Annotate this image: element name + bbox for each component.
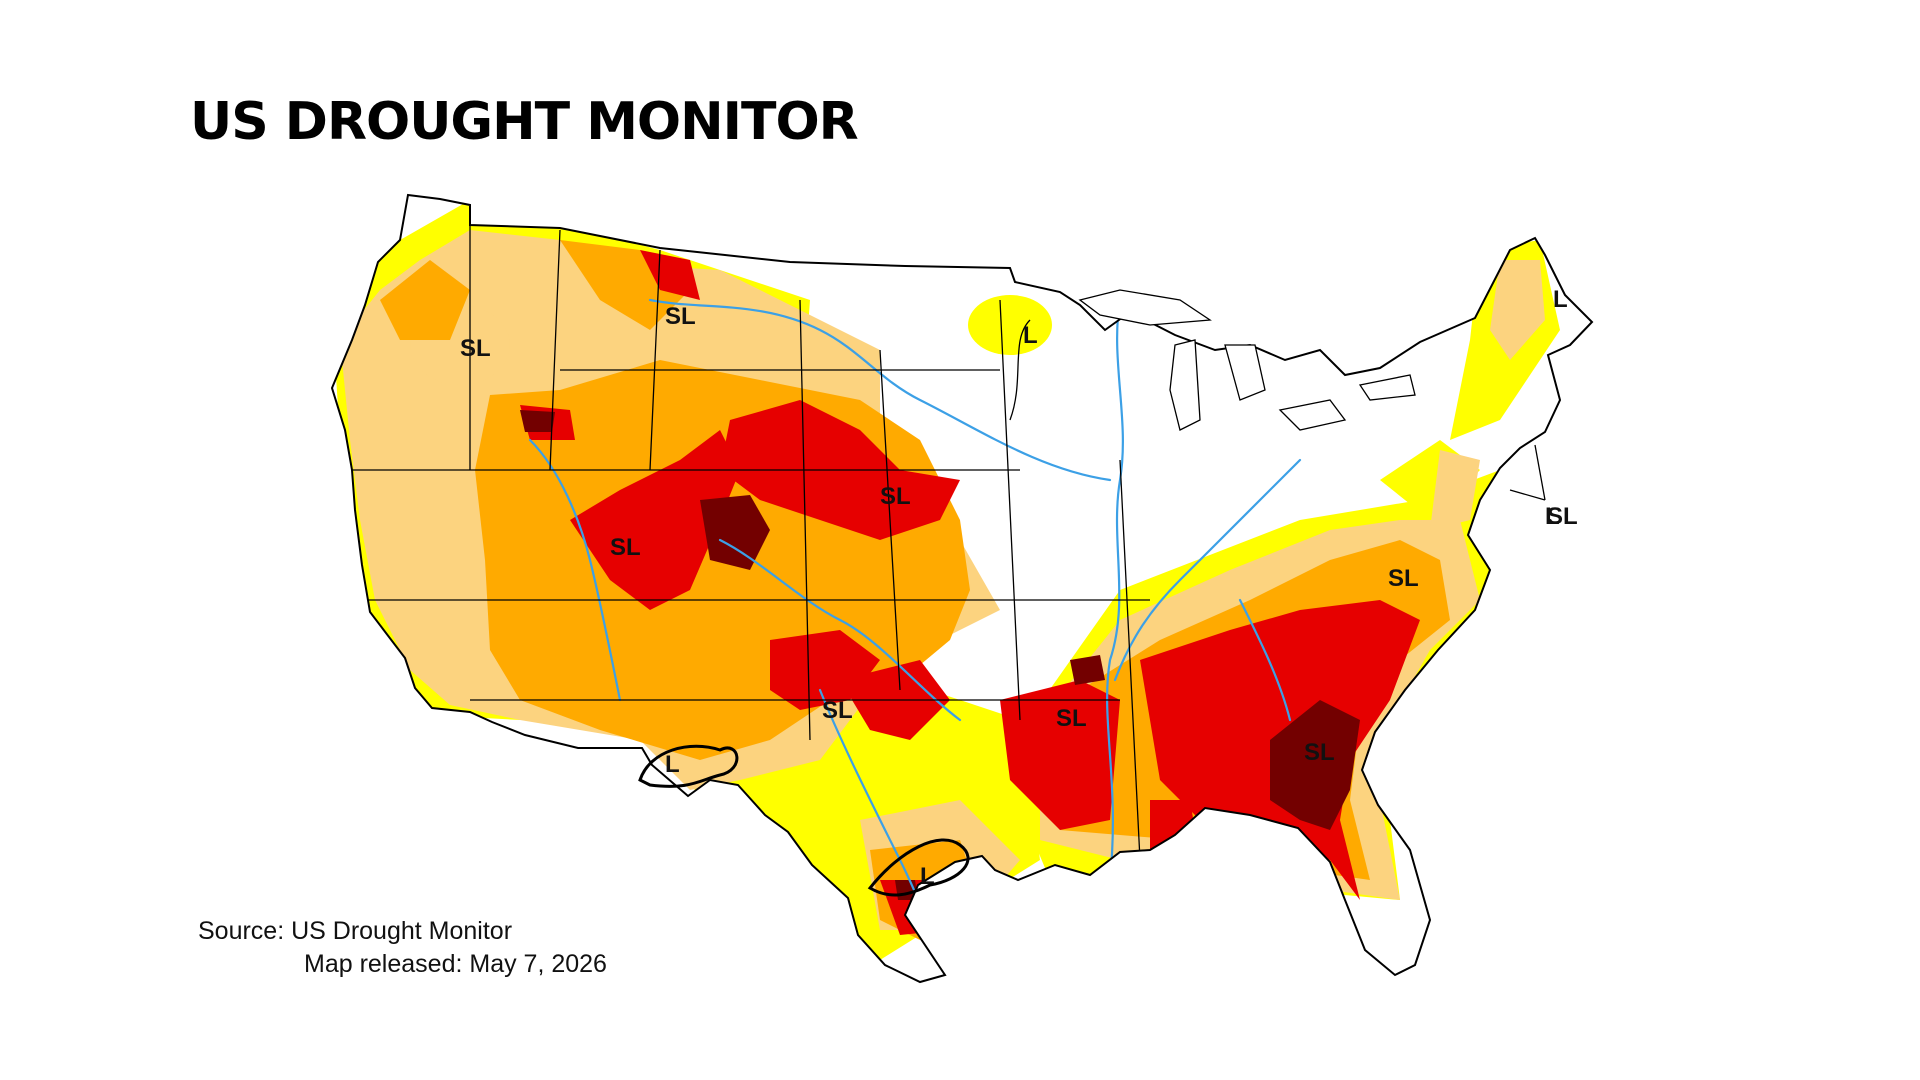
map-released-date: Map released: May 7, 2026 <box>304 950 607 978</box>
impact-label-l: L <box>1553 286 1568 313</box>
impact-label-sl: SL <box>665 303 696 330</box>
impact-label-sl: SL <box>880 483 911 510</box>
source-note: Source: US Drought Monitor Map released:… <box>198 915 607 981</box>
impact-label-sl: SL <box>822 697 853 724</box>
impact-label-l: SL <box>1547 503 1578 530</box>
page-title: US DROUGHT MONITOR <box>190 92 859 152</box>
source-text: Source: US Drought Monitor <box>198 917 513 945</box>
impact-label-sl: SL <box>1388 565 1419 592</box>
impact-label-sl: SL <box>460 335 491 362</box>
impact-label-l: L <box>1023 322 1038 349</box>
impact-label-l: L <box>920 863 935 890</box>
impact-label-l: L <box>665 751 680 778</box>
impact-label-l: L <box>1545 503 1560 530</box>
impact-label-sl: SL <box>1304 739 1335 766</box>
impact-label-sl: SL <box>1056 705 1087 732</box>
impact-label-sl: SL <box>610 534 641 561</box>
